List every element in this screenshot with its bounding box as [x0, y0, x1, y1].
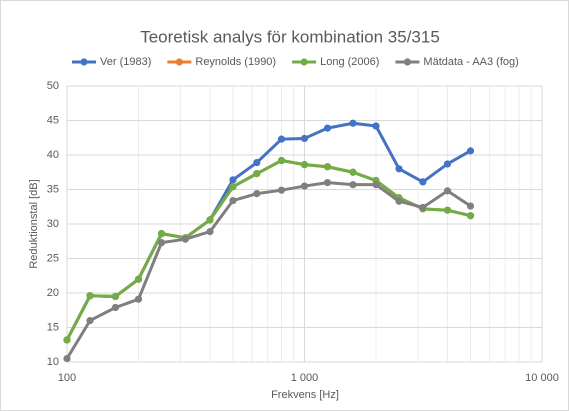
data-point	[323, 124, 332, 132]
data-point	[86, 292, 94, 300]
data-point	[277, 186, 286, 194]
y-tick-label: 40	[47, 149, 59, 161]
data-point	[229, 183, 237, 191]
series-line	[65, 181, 472, 360]
data-point	[229, 196, 237, 205]
data-point	[63, 336, 71, 344]
data-point	[349, 119, 357, 127]
data-point	[253, 190, 261, 198]
data-point	[111, 292, 120, 301]
data-point	[206, 227, 214, 236]
y-tick-label: 10	[47, 356, 59, 368]
data-point	[111, 303, 120, 312]
y-tick-label: 50	[47, 80, 59, 92]
data-point	[349, 181, 357, 189]
data-point	[253, 158, 261, 167]
data-point	[300, 161, 309, 169]
data-point	[466, 147, 475, 155]
data-point	[323, 179, 332, 187]
y-tick-label: 30	[47, 218, 59, 230]
legend-label: Long (2006)	[320, 56, 379, 68]
y-tick-label: 35	[47, 183, 59, 195]
data-point	[86, 317, 94, 325]
chart-title: Teoretisk analys för kombination 35/315	[140, 27, 440, 46]
x-tick-label: 10 000	[525, 372, 559, 384]
data-point	[443, 187, 452, 195]
data-point	[466, 212, 475, 220]
data-point	[300, 134, 309, 143]
data-point	[157, 239, 166, 247]
data-point	[443, 160, 452, 168]
data-point	[395, 165, 403, 173]
data-point	[419, 178, 427, 186]
data-point	[157, 230, 166, 238]
legend-label: Mätdata - AA3 (fog)	[423, 56, 518, 68]
data-point	[229, 176, 237, 184]
data-point	[323, 163, 332, 171]
x-axis-label: Frekvens [Hz]	[271, 389, 339, 401]
legend-label: Ver (1983)	[100, 56, 151, 68]
data-point	[372, 122, 380, 130]
data-point	[253, 170, 261, 178]
data-point	[134, 295, 143, 303]
series-line	[65, 159, 471, 341]
x-tick-label: 1 000	[291, 372, 319, 384]
y-tick-label: 15	[47, 321, 59, 333]
data-point	[466, 202, 475, 210]
legend-label: Reynolds (1990)	[195, 56, 276, 68]
data-point	[443, 206, 452, 214]
y-tick-label: 45	[47, 114, 59, 126]
x-tick-label: 100	[58, 372, 76, 384]
data-point	[134, 275, 143, 283]
data-point	[206, 216, 214, 224]
data-point	[181, 235, 189, 243]
data-point	[395, 197, 403, 205]
legend-marker	[403, 58, 412, 66]
y-tick-label: 25	[47, 252, 59, 264]
data-point	[63, 354, 71, 363]
legend-marker	[300, 58, 308, 66]
data-point	[349, 168, 357, 176]
y-axis-label: Reduktionstal [dB]	[28, 179, 40, 268]
data-point	[277, 135, 286, 143]
legend-marker	[175, 58, 183, 66]
data-point	[419, 203, 427, 212]
data-point	[372, 181, 380, 189]
data-point	[300, 182, 309, 190]
y-tick-label: 20	[47, 287, 59, 299]
data-point	[277, 156, 286, 165]
legend-marker	[80, 58, 88, 66]
